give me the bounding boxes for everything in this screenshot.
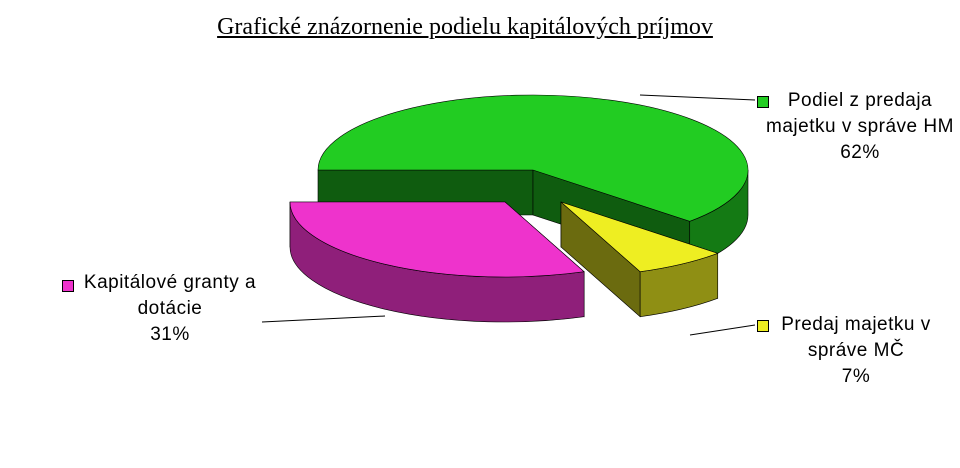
slice [317,94,749,222]
data-label: Podiel z predaja majetku v správe HM 62% [760,88,960,166]
leader-line [261,315,386,323]
category-label: Kapitálové granty a dotácie [83,272,257,319]
value-label: 31% [150,324,190,345]
leader-line [689,324,756,336]
leader-line [639,94,756,101]
value-label: 62% [840,142,880,163]
chart-title: Grafické znázornenie podielu kapitálovýc… [217,14,713,40]
data-label: Kapitálové granty a dotácie 31% [60,270,280,348]
slice [289,201,585,278]
data-label: Predaj majetku v správe MČ 7% [752,312,960,390]
legend-key [62,280,74,292]
legend-key [757,96,769,108]
category-label: Predaj majetku v správe MČ [781,314,931,361]
value-label: 7% [841,366,871,387]
slice [560,201,719,273]
category-label: Podiel z predaja majetku v správe HM [766,90,954,137]
legend-key [757,320,769,332]
